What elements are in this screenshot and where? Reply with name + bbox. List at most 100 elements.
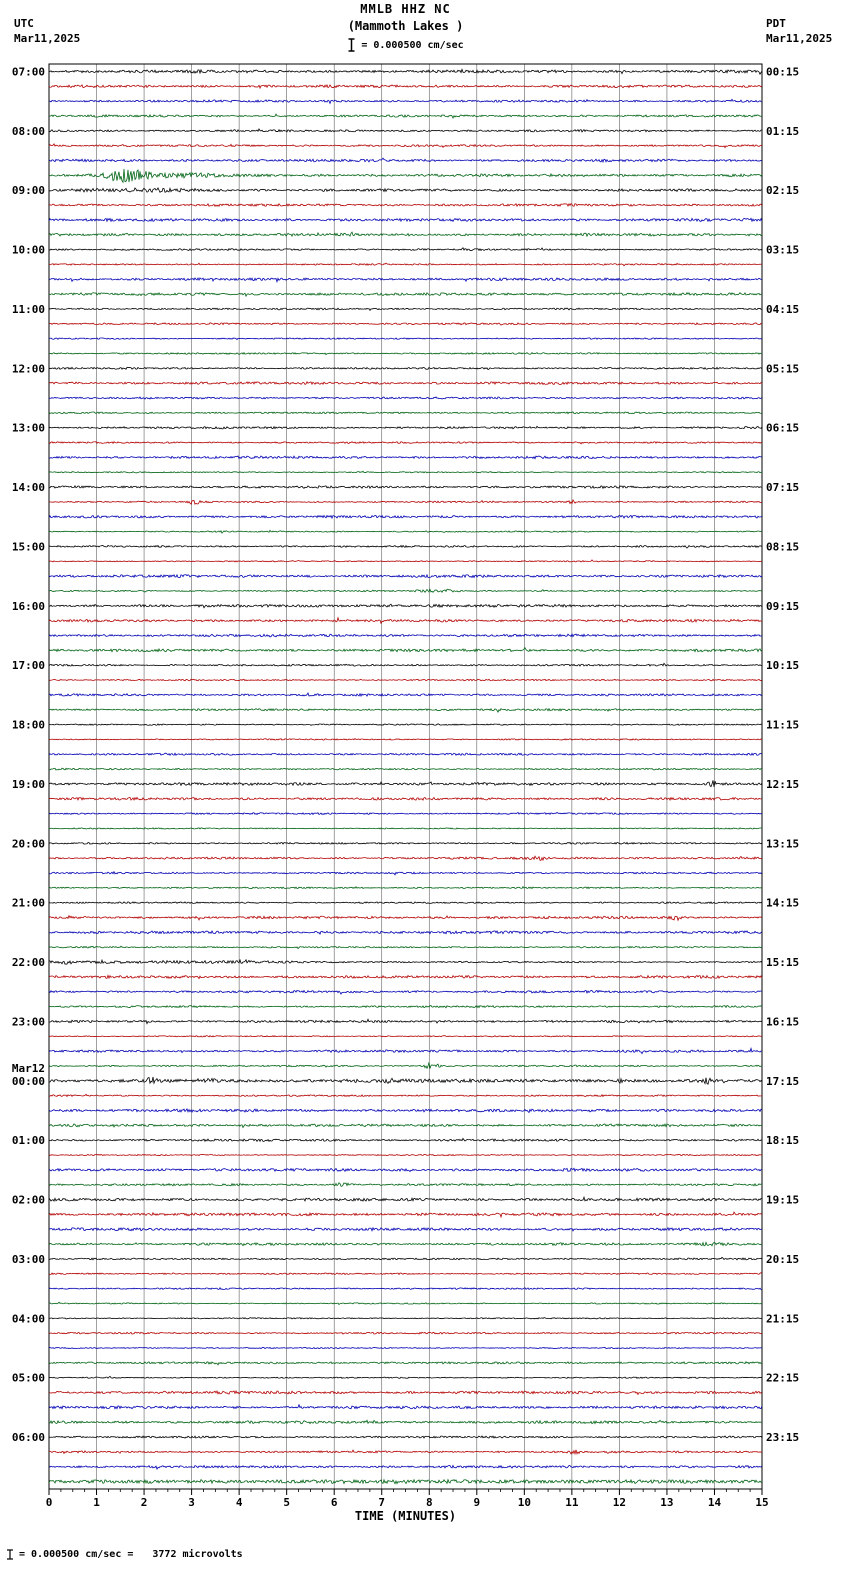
seismo-trace	[48, 662, 763, 667]
x-tick-label: 7	[378, 1496, 385, 1509]
seismo-trace	[48, 529, 763, 534]
pdt-time-label: 13:15	[766, 837, 799, 850]
seismo-trace	[48, 1123, 763, 1129]
utc-time-label: 19:00	[12, 778, 45, 791]
seismo-trace	[48, 217, 763, 223]
seismo-trace	[48, 603, 763, 609]
seismo-trace	[48, 277, 763, 284]
utc-time-label: 01:00	[12, 1134, 45, 1147]
seismo-trace	[48, 396, 763, 400]
seismo-trace	[48, 1272, 763, 1276]
pdt-time-label: 18:15	[766, 1134, 799, 1147]
seismo-trace	[48, 1241, 763, 1247]
seismo-trace	[48, 307, 763, 312]
pdt-time-label: 23:15	[766, 1431, 799, 1444]
seismo-trace	[48, 1167, 763, 1173]
seismo-trace	[48, 1317, 763, 1320]
seismo-trace	[48, 168, 763, 184]
seismo-trace	[48, 1403, 763, 1410]
x-tick-label: 3	[188, 1496, 195, 1509]
x-tick-label: 14	[708, 1496, 722, 1509]
seismo-trace	[48, 647, 763, 653]
seismo-trace	[48, 752, 763, 756]
seismo-trace	[48, 1107, 763, 1114]
pdt-time-label: 04:15	[766, 303, 799, 316]
seismo-trace	[48, 247, 763, 252]
pdt-date: Mar11,2025	[766, 32, 833, 45]
seismo-trace	[48, 291, 763, 298]
seismo-trace	[48, 1464, 763, 1470]
x-axis-title: TIME (MINUTES)	[355, 1509, 456, 1523]
seismo-trace	[48, 262, 763, 267]
seismo-trace	[48, 1062, 763, 1070]
seismo-trace	[48, 616, 763, 625]
seismo-trace	[48, 366, 763, 371]
scale-line: = 0.000500 cm/sec	[49, 38, 762, 52]
plot-border	[48, 63, 763, 1490]
pdt-time-label: 16:15	[766, 1015, 799, 1028]
seismo-trace	[48, 381, 763, 386]
scale-bar-icon	[348, 38, 355, 52]
seismo-trace	[48, 1137, 763, 1143]
seismo-trace	[48, 157, 763, 163]
station-header: MMLB HHZ NC (Mammoth Lakes ) = 0.000500 …	[49, 2, 762, 52]
seismo-trace	[48, 855, 763, 862]
utc-time-label: 06:00	[12, 1431, 45, 1444]
footer-scale-text: = 0.000500 cm/sec =	[19, 1549, 134, 1560]
utc-time-label: 15:00	[12, 540, 45, 553]
x-tick-label: 6	[331, 1496, 338, 1509]
seismo-trace	[48, 870, 763, 876]
pdt-time-label: 19:15	[766, 1194, 799, 1207]
utc-time-label: 07:00	[12, 65, 45, 78]
seismo-trace	[48, 337, 763, 341]
seismo-trace	[48, 989, 763, 995]
seismo-trace	[48, 1047, 763, 1055]
seismo-trace	[48, 1331, 763, 1335]
utc-time-label: 08:00	[12, 125, 45, 138]
seismo-trace	[48, 1093, 763, 1098]
utc-time-label: 21:00	[12, 897, 45, 910]
seismo-trace	[48, 1035, 763, 1038]
x-tick-label: 15	[755, 1496, 768, 1509]
date-rollover-label: Mar12	[12, 1062, 45, 1075]
seismo-trace	[48, 1449, 763, 1456]
utc-time-label: 16:00	[12, 600, 45, 613]
utc-time-label: 11:00	[12, 303, 45, 316]
pdt-label: PDT	[766, 17, 786, 30]
seismo-trace	[49, 723, 763, 726]
seismo-trace	[48, 1153, 763, 1157]
x-tick-label: 12	[613, 1496, 626, 1509]
seismo-trace	[48, 1435, 763, 1439]
seismo-trace	[48, 796, 763, 801]
utc-time-label: 20:00	[12, 837, 45, 850]
seismo-trace	[48, 974, 763, 980]
pdt-time-label: 22:15	[766, 1372, 799, 1385]
seismo-trace	[48, 441, 763, 445]
x-tick-label: 13	[660, 1496, 673, 1509]
seismo-trace	[48, 930, 763, 935]
seismo-trace	[48, 588, 763, 594]
utc-time-label: 18:00	[12, 719, 45, 732]
seismo-trace	[48, 1478, 763, 1485]
station-title: MMLB HHZ NC	[360, 2, 451, 16]
seismo-trace	[48, 841, 763, 845]
seismo-trace	[48, 1195, 763, 1202]
seismo-trace	[48, 1076, 763, 1085]
x-tick-label: 9	[473, 1496, 480, 1509]
seismo-trace	[48, 1018, 763, 1025]
seismo-trace	[48, 811, 763, 816]
seismo-trace	[48, 827, 763, 830]
seismo-trace	[48, 143, 763, 149]
utc-date: Mar11,2025	[14, 32, 81, 45]
pdt-time-label: 12:15	[766, 778, 799, 791]
seismo-trace	[48, 322, 763, 326]
pdt-time-label: 08:15	[766, 540, 799, 553]
utc-time-label: 05:00	[12, 1372, 45, 1385]
seismo-trace	[48, 514, 763, 520]
pdt-time-label: 14:15	[766, 897, 799, 910]
seismo-trace	[48, 1390, 763, 1396]
seismo-trace	[48, 885, 763, 890]
seismo-trace	[48, 455, 763, 460]
pdt-time-label: 01:15	[766, 125, 799, 138]
seismo-trace	[48, 901, 763, 905]
